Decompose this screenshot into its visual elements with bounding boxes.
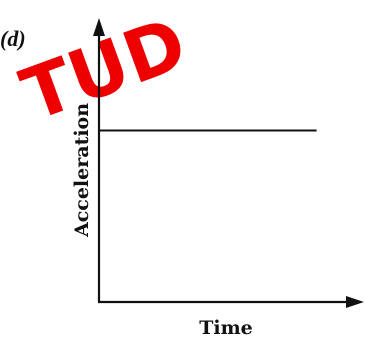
y-axis-title: Acceleration [71, 103, 93, 238]
panel-label: (d) [0, 26, 26, 51]
watermark-text: TUD [11, 1, 197, 137]
x-axis-arrowhead [346, 296, 364, 308]
y-axis-arrowhead [93, 18, 105, 36]
x-axis-title: Time [199, 317, 253, 339]
